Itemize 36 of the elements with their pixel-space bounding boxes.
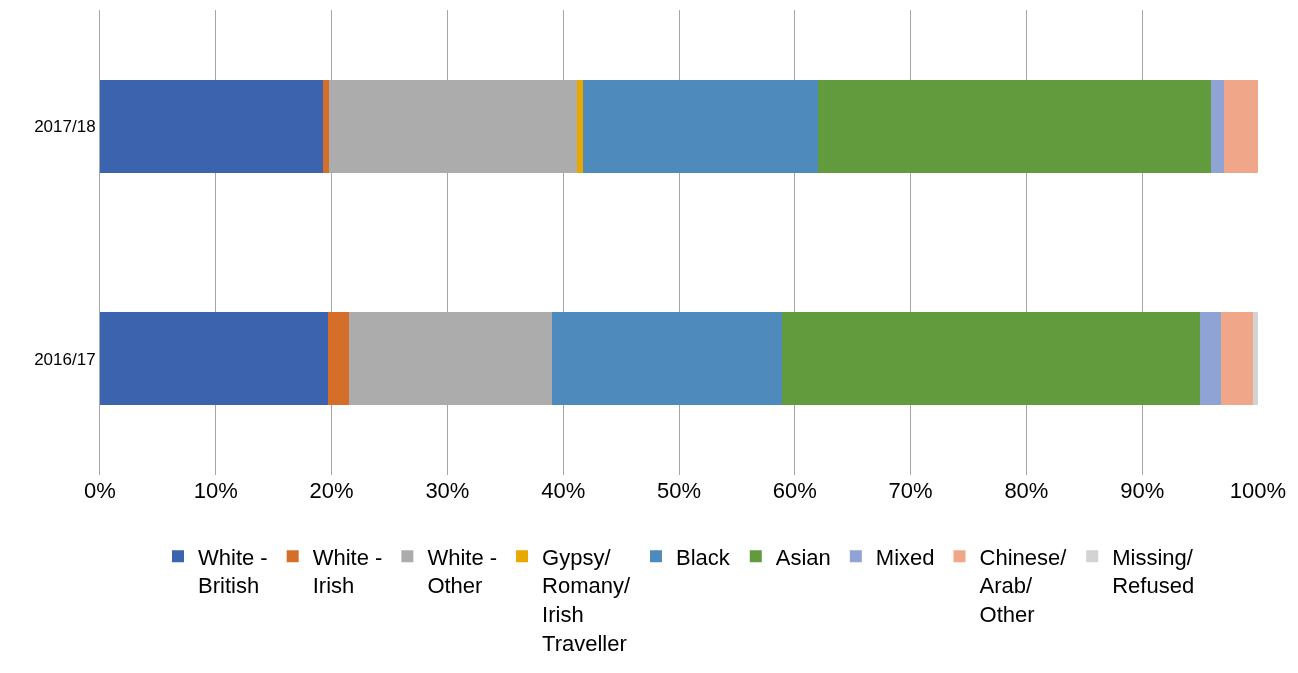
bar — [1224, 79, 1258, 173]
bar — [323, 79, 330, 173]
x-tick-label: 50% — [656, 478, 702, 503]
x-tick-label: 0% — [84, 478, 116, 503]
x-tick-label: 80% — [1004, 478, 1049, 503]
bar — [328, 312, 349, 406]
legend-label: White - Other — [427, 544, 498, 599]
bar — [1253, 312, 1258, 406]
bar — [1200, 312, 1221, 406]
bar — [1220, 312, 1254, 406]
legend-label: White - Irish — [312, 544, 383, 599]
bar — [817, 79, 1211, 173]
legend-label: Black — [675, 544, 731, 570]
legend-label: White - British — [198, 544, 268, 599]
y-tick-label: 2016/17 — [34, 349, 96, 369]
x-tick-label: 30% — [425, 478, 470, 503]
x-tick-label: 40% — [541, 478, 586, 503]
x-tick-label: 20% — [309, 478, 354, 503]
legend-label: Chinese/ Arab/ Other — [979, 544, 1068, 628]
y-tick-label: 2017/18 — [34, 117, 96, 137]
x-tick-label: 100% — [1229, 478, 1287, 503]
bar — [782, 312, 1201, 406]
x-tick-label: 70% — [888, 478, 933, 503]
bar — [100, 79, 324, 173]
bar — [551, 312, 783, 406]
legend-label: Asian — [775, 544, 831, 570]
x-tick-label: 10% — [193, 478, 238, 503]
legend-label: Missing/ Refused — [1112, 544, 1195, 599]
legend-label: Gypsy/ Romany/ Irish Traveller — [542, 544, 631, 656]
x-tick-label: 90% — [1120, 478, 1165, 503]
bar — [577, 79, 583, 173]
bar — [100, 312, 329, 406]
bar — [582, 79, 818, 173]
legend-label: Mixed — [875, 544, 935, 570]
bar — [1210, 79, 1225, 173]
x-tick-label: 60% — [772, 478, 817, 503]
